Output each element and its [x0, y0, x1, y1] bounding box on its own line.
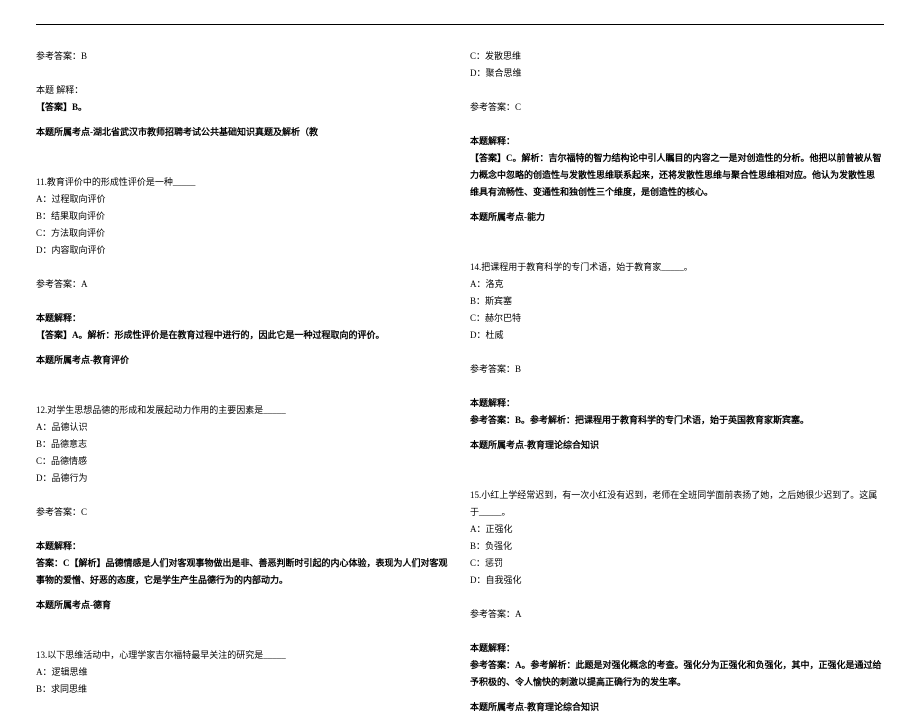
q15-option-d: D：自我强化	[470, 572, 882, 589]
q13-explain: 【答案】C。解析：吉尔福特的智力结构论中引人瞩目的内容之一是对创造性的分析。他把…	[470, 150, 882, 201]
q15-stem: 15.小红上学经常迟到，有一次小红没有迟到，老师在全班同学面前表扬了她，之后她很…	[470, 487, 882, 521]
q13-explain-title: 本题解释：	[470, 133, 882, 150]
q11-answer: 参考答案：A	[36, 276, 448, 293]
q15-option-b: B：负强化	[470, 538, 882, 555]
q13-option-c: C：发散思维	[470, 48, 882, 65]
q11-option-d: D：内容取向评价	[36, 242, 448, 259]
explain-title: 本题 解释：	[36, 82, 448, 99]
left-column: 参考答案：B 本题 解释： 【答案】B。 本题所属考点-湖北省武汉市教师招聘考试…	[36, 48, 448, 716]
q11-option-a: A：过程取向评价	[36, 191, 448, 208]
q12-option-b: B：品德意志	[36, 436, 448, 453]
q13-topic: 本题所属考点-能力	[470, 209, 882, 226]
q15-explain-title: 本题解释：	[470, 640, 882, 657]
q12-stem: 12.对学生思想品德的形成和发展起动力作用的主要因素是_____	[36, 402, 448, 419]
q12-explain-title: 本题解释：	[36, 538, 448, 555]
right-column: C：发散思维 D：聚合思维 参考答案：C 本题解释： 【答案】C。解析：吉尔福特…	[470, 48, 882, 716]
q12-explain: 答案：C【解析】品德情感是人们对客观事物做出是非、善恶判断时引起的内心体验，表现…	[36, 555, 448, 589]
q14-option-a: A：洛克	[470, 276, 882, 293]
q12-option-a: A：品德认识	[36, 419, 448, 436]
answer-line: 参考答案：B	[36, 48, 448, 65]
q13-stem: 13.以下思维活动中，心理学家吉尔福特最早关注的研究是_____	[36, 647, 448, 664]
q14-option-c: C：赫尔巴特	[470, 310, 882, 327]
q14-explain: 参考答案：B。参考解析：把课程用于教育科学的专门术语，始于英国教育家斯宾塞。	[470, 412, 882, 429]
q11-option-c: C：方法取向评价	[36, 225, 448, 242]
q14-option-b: B：斯宾塞	[470, 293, 882, 310]
q13-option-d: D：聚合思维	[470, 65, 882, 82]
q12-answer: 参考答案：C	[36, 504, 448, 521]
q13-option-b: B：求同思维	[36, 681, 448, 698]
q11-topic: 本题所属考点-教育评价	[36, 352, 448, 369]
explain-text: 【答案】B。	[36, 99, 448, 116]
q11-stem: 11.教育评价中的形成性评价是一种_____	[36, 174, 448, 191]
topic-line: 本题所属考点-湖北省武汉市教师招聘考试公共基础知识真题及解析（教	[36, 124, 448, 141]
q11-explain-title: 本题解释：	[36, 310, 448, 327]
q14-explain-title: 本题解释：	[470, 395, 882, 412]
q13-answer: 参考答案：C	[470, 99, 882, 116]
page-content: 参考答案：B 本题 解释： 【答案】B。 本题所属考点-湖北省武汉市教师招聘考试…	[36, 48, 884, 716]
q15-option-a: A：正强化	[470, 521, 882, 538]
q11-option-b: B：结果取向评价	[36, 208, 448, 225]
q14-stem: 14.把课程用于教育科学的专门术语，始于教育家_____。	[470, 259, 882, 276]
q15-option-c: C：惩罚	[470, 555, 882, 572]
q14-option-d: D：杜威	[470, 327, 882, 344]
q12-option-d: D：品德行为	[36, 470, 448, 487]
q12-topic: 本题所属考点-德育	[36, 597, 448, 614]
q13-option-a: A：逻辑思维	[36, 664, 448, 681]
horizontal-rule	[36, 24, 884, 25]
q15-answer: 参考答案：A	[470, 606, 882, 623]
q15-explain: 参考答案：A。参考解析：此题是对强化概念的考查。强化分为正强化和负强化，其中，正…	[470, 657, 882, 691]
q14-topic: 本题所属考点-教育理论综合知识	[470, 437, 882, 454]
q11-explain: 【答案】A。解析：形成性评价是在教育过程中进行的，因此它是一种过程取向的评价。	[36, 327, 448, 344]
q12-option-c: C：品德情感	[36, 453, 448, 470]
q14-answer: 参考答案：B	[470, 361, 882, 378]
q15-topic: 本题所属考点-教育理论综合知识	[470, 699, 882, 716]
